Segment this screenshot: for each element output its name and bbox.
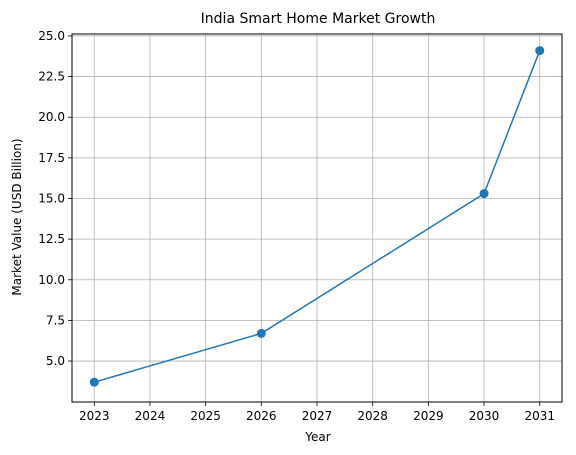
- x-tick-label: 2024: [135, 409, 166, 423]
- data-point: [535, 46, 545, 56]
- y-tick-label: 10.0: [38, 273, 65, 287]
- y-tick-label: 5.0: [46, 354, 65, 368]
- x-axis-label: Year: [304, 430, 330, 444]
- data-point: [89, 377, 99, 387]
- plot-frame: [71, 33, 563, 403]
- x-tick-label: 2029: [413, 409, 444, 423]
- x-tick-label: 2025: [190, 409, 221, 423]
- x-tick-label: 2030: [469, 409, 500, 423]
- x-tick-label: 2023: [79, 409, 110, 423]
- y-axis-ticks: 5.0 7.5 10.0 12.5 15.0 17.5 20.0 22.5 25.0: [38, 29, 72, 368]
- x-tick-label: 2031: [524, 409, 555, 423]
- y-tick-label: 7.5: [46, 313, 65, 327]
- series-layer: [89, 46, 545, 387]
- data-point: [479, 189, 489, 199]
- x-tick-label: 2028: [357, 409, 388, 423]
- x-tick-label: 2027: [302, 409, 333, 423]
- y-tick-label: 20.0: [38, 110, 65, 124]
- chart-title: India Smart Home Market Growth: [201, 11, 436, 27]
- y-tick-label: 15.0: [38, 191, 65, 205]
- y-tick-label: 17.5: [38, 151, 65, 165]
- grid-lines: [72, 34, 562, 402]
- x-axis-ticks: 2023 2024 2025 2026 2027 2028 2029 2030 2031: [79, 402, 555, 423]
- y-tick-label: 22.5: [38, 70, 65, 84]
- y-axis-label: Market Value (USD Billion): [10, 138, 24, 295]
- series-line: [94, 50, 541, 383]
- data-point: [256, 328, 266, 338]
- y-tick-label: 25.0: [38, 29, 65, 43]
- x-tick-label: 2026: [246, 409, 277, 423]
- y-tick-label: 12.5: [38, 232, 65, 246]
